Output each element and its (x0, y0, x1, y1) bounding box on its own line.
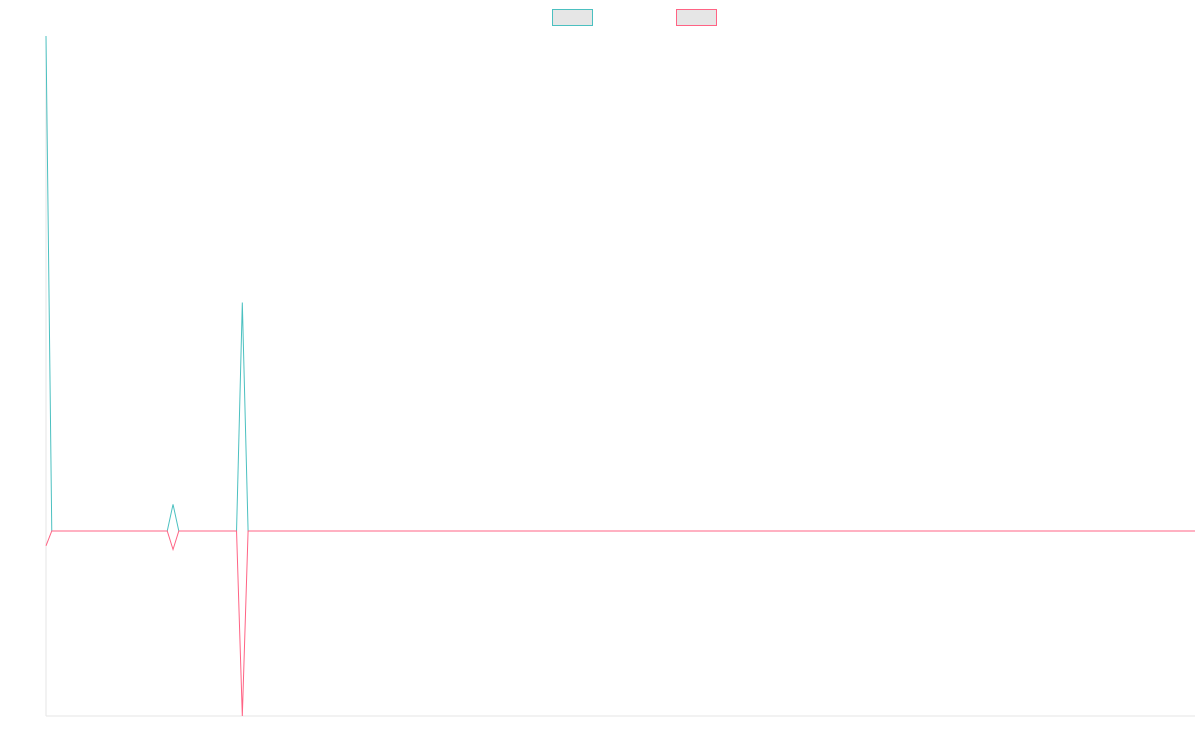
legend (552, 9, 717, 26)
series-1-line (45, 35, 1195, 532)
legend-swatch-series-2 (676, 9, 717, 26)
axes (45, 36, 1195, 717)
legend-swatch-series-1 (552, 9, 593, 26)
series-2-line (45, 530, 1195, 717)
series-lines (45, 35, 1195, 717)
